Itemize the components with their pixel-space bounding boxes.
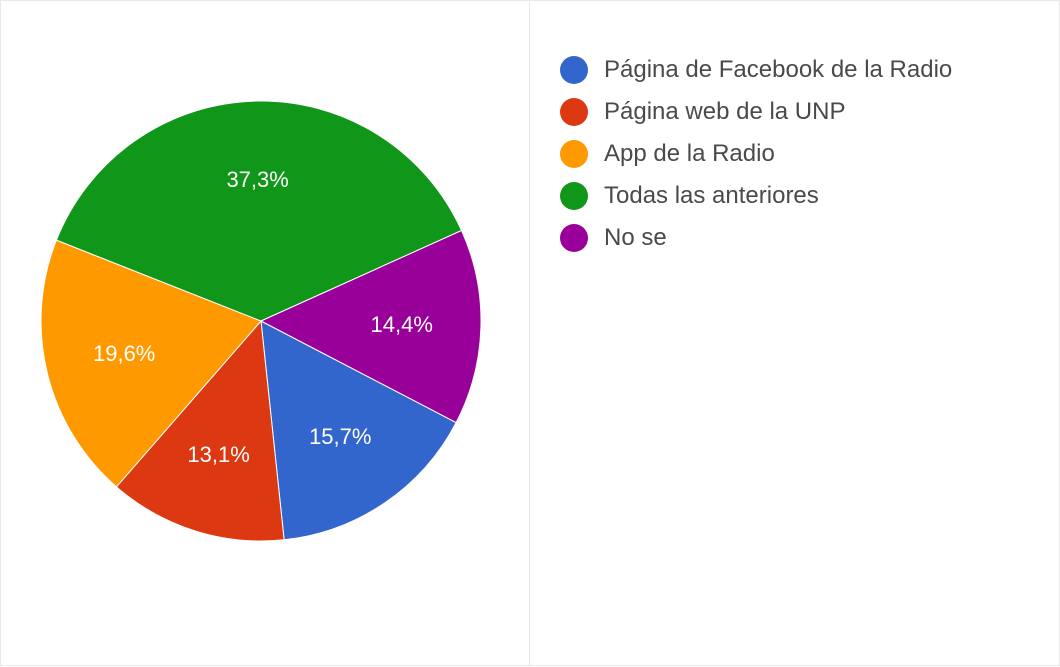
pie-chart-svg <box>1 1 531 667</box>
legend-item-app: App de la Radio <box>560 140 1059 168</box>
legend-label-no_se: No se <box>604 224 667 252</box>
legend-list: Página de Facebook de la Radio Página web… <box>560 56 1059 252</box>
pie-chart-panel: 15,7%13,1%19,6%37,3%14,4% <box>0 0 530 666</box>
legend-swatch-app <box>560 140 588 168</box>
legend-label-todas: Todas las anteriores <box>604 182 819 210</box>
legend-swatch-no_se <box>560 224 588 252</box>
legend-label-facebook: Página de Facebook de la Radio <box>604 56 952 84</box>
legend-item-todas: Todas las anteriores <box>560 182 1059 210</box>
legend-swatch-web_unp <box>560 98 588 126</box>
legend-label-app: App de la Radio <box>604 140 775 168</box>
legend-item-no_se: No se <box>560 224 1059 252</box>
legend-label-web_unp: Página web de la UNP <box>604 98 845 126</box>
legend-item-facebook: Página de Facebook de la Radio <box>560 56 1059 84</box>
legend-swatch-facebook <box>560 56 588 84</box>
chart-container: 15,7%13,1%19,6%37,3%14,4% Página de Face… <box>0 0 1060 666</box>
legend-swatch-todas <box>560 182 588 210</box>
legend-panel: Página de Facebook de la Radio Página web… <box>530 0 1060 666</box>
legend-item-web_unp: Página web de la UNP <box>560 98 1059 126</box>
